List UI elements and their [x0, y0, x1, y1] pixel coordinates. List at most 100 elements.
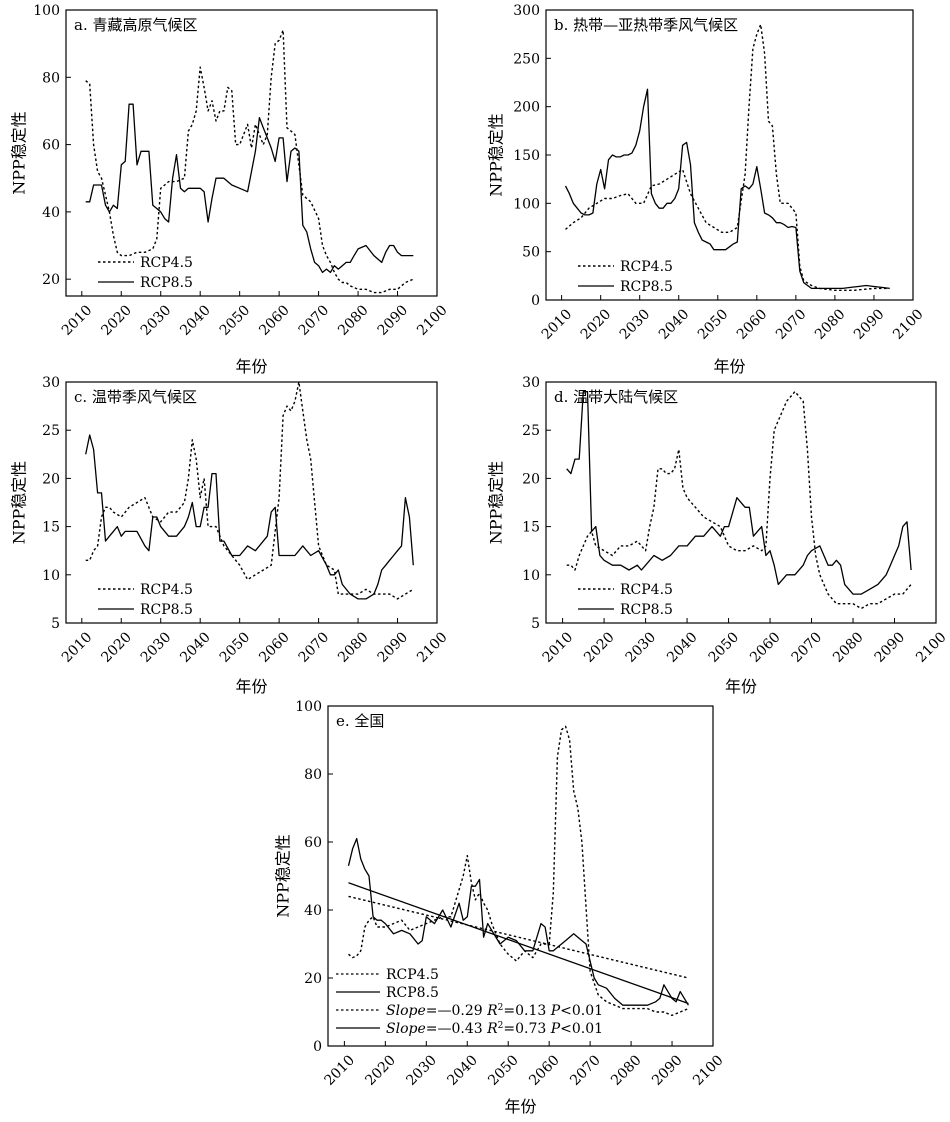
x-tick-label: 2070 [773, 306, 810, 343]
legend-label-trend-rcp85: Slope=—0.43 R2=0.73 P<0.01 [386, 1021, 603, 1037]
legend-text-part: 2 [498, 1003, 504, 1013]
legend-text-part: =—0.29 [426, 1003, 487, 1019]
x-tick-label: 2010 [321, 1052, 358, 1089]
series-line-rcp8-5 [566, 390, 912, 595]
y-axis-title: NPP稳定性 [274, 834, 293, 918]
y-tick-label: 80 [42, 70, 60, 86]
x-axis-title: 年份 [235, 357, 267, 376]
y-tick-label: 0 [531, 293, 540, 309]
x-tick-label: 2030 [138, 302, 175, 339]
legend-label-rcp85: RCP8.5 [140, 602, 193, 618]
x-tick-label: 2030 [403, 1052, 440, 1089]
chart-panel-a: 2010 2020 2030 2040 2050 2060 2070 2080 2090 2100… [10, 3, 451, 376]
x-tick-label: 2060 [256, 302, 293, 339]
x-tick-label: 2060 [734, 306, 771, 343]
x-tick-label: 2050 [217, 629, 254, 666]
legend-label-rcp45: RCP4.5 [140, 582, 193, 598]
legend-text-part: Slope [386, 1021, 426, 1037]
y-tick-label: 15 [42, 520, 60, 536]
series-line-rcp4-5 [85, 29, 414, 294]
x-tick-label: 2010 [540, 629, 577, 666]
x-tick-label: 2050 [695, 306, 732, 343]
x-axis-title: 年份 [504, 1097, 536, 1116]
x-axis-title: 年份 [235, 677, 267, 696]
x-tick-label: 2010 [539, 306, 576, 343]
y-tick-label: 5 [531, 616, 540, 632]
x-tick-label: 2020 [581, 629, 618, 666]
legend-text-part: =0.73 [503, 1021, 550, 1037]
panel-title: e. 全国 [336, 712, 384, 730]
x-tick-label: 2090 [375, 629, 412, 666]
legend-text-part: P [550, 1021, 561, 1037]
series-line-rcp8-5 [564, 88, 890, 290]
y-tick-label: 60 [304, 835, 322, 851]
series-line-rcp8-5 [347, 837, 689, 1006]
y-tick-label: 15 [522, 520, 540, 536]
y-tick-label: 150 [513, 148, 540, 164]
x-tick-label: 2100 [913, 629, 950, 666]
y-tick-label: 100 [33, 3, 60, 19]
x-tick-label: 2040 [444, 1052, 481, 1089]
y-tick-label: 10 [42, 568, 60, 584]
y-tick-label: 30 [42, 375, 60, 391]
x-axis-title: 年份 [725, 677, 757, 696]
chart-panel-e: 2010 2020 2030 2040 2050 2060 2070 2080 2090 2100… [274, 699, 727, 1116]
x-tick-label: 2010 [59, 302, 96, 339]
chart-panel-d: 2010 2020 2030 2040 2050 2060 2070 2080 2090 2100… [487, 375, 950, 696]
y-tick-label: 20 [42, 471, 60, 487]
y-tick-label: 100 [513, 196, 540, 212]
x-tick-label: 2030 [138, 629, 175, 666]
series-line-rcp8-5 [85, 434, 414, 600]
chart-panel-b: 2010 2020 2030 2040 2050 2060 2070 2080 2090 2100… [487, 3, 927, 376]
y-tick-label: 5 [51, 616, 60, 632]
legend-label-trend-rcp45: Slope=—0.29 R2=0.13 P<0.01 [386, 1003, 603, 1019]
x-tick-label: 2040 [177, 629, 214, 666]
plot-frame [65, 9, 438, 297]
x-tick-label: 2060 [747, 629, 784, 666]
y-tick-label: 20 [522, 471, 540, 487]
x-tick-label: 2040 [177, 302, 214, 339]
x-tick-label: 2100 [414, 629, 451, 666]
x-tick-label: 2080 [812, 306, 849, 343]
legend-text-part: P [550, 1003, 561, 1019]
legend-text-part: Slope [386, 1003, 426, 1019]
y-tick-label: 20 [42, 272, 60, 288]
y-tick-label: 50 [522, 245, 540, 261]
x-tick-label: 2090 [872, 629, 909, 666]
y-tick-label: 60 [42, 138, 60, 154]
x-tick-label: 2020 [98, 302, 135, 339]
y-tick-label: 40 [42, 205, 60, 221]
chart-panel-c: 2010 2020 2030 2040 2050 2060 2070 2080 2090 2100… [10, 375, 451, 696]
series-line-rcp8-5-trend [348, 882, 689, 1005]
legend-text-part: =0.13 [503, 1003, 550, 1019]
x-tick-label: 2050 [706, 629, 743, 666]
x-tick-label: 2070 [567, 1052, 604, 1089]
y-tick-label: 20 [304, 971, 322, 987]
y-tick-label: 25 [522, 423, 540, 439]
legend-label-rcp85: RCP8.5 [140, 275, 193, 291]
panel-title: d. 温带大陆气候区 [554, 388, 678, 406]
x-tick-label: 2050 [217, 302, 254, 339]
x-tick-label: 2050 [485, 1052, 522, 1089]
plot-frame [545, 381, 937, 624]
legend-label-rcp45: RCP4.5 [620, 582, 673, 598]
y-tick-label: 300 [513, 3, 540, 19]
x-tick-label: 2070 [296, 629, 333, 666]
x-tick-label: 2020 [98, 629, 135, 666]
series-line-rcp4-5 [85, 381, 414, 600]
x-tick-label: 2040 [664, 629, 701, 666]
x-tick-label: 2070 [296, 302, 333, 339]
x-tick-label: 2020 [578, 306, 615, 343]
x-tick-label: 2040 [656, 306, 693, 343]
series-line-rcp8-5 [85, 103, 414, 274]
y-tick-label: 200 [513, 100, 540, 116]
series-line-rcp4-5 [348, 725, 689, 1017]
legend-label-rcp85: RCP8.5 [620, 279, 673, 295]
y-tick-label: 80 [304, 767, 322, 783]
x-tick-label: 2030 [617, 306, 654, 343]
x-tick-label: 2020 [362, 1052, 399, 1089]
legend-label-rcp45: RCP4.5 [386, 967, 439, 983]
legend-text-part: R [486, 1003, 498, 1019]
legend-label-rcp45: RCP4.5 [620, 259, 673, 275]
panel-title: a. 青藏高原气候区 [74, 16, 197, 34]
